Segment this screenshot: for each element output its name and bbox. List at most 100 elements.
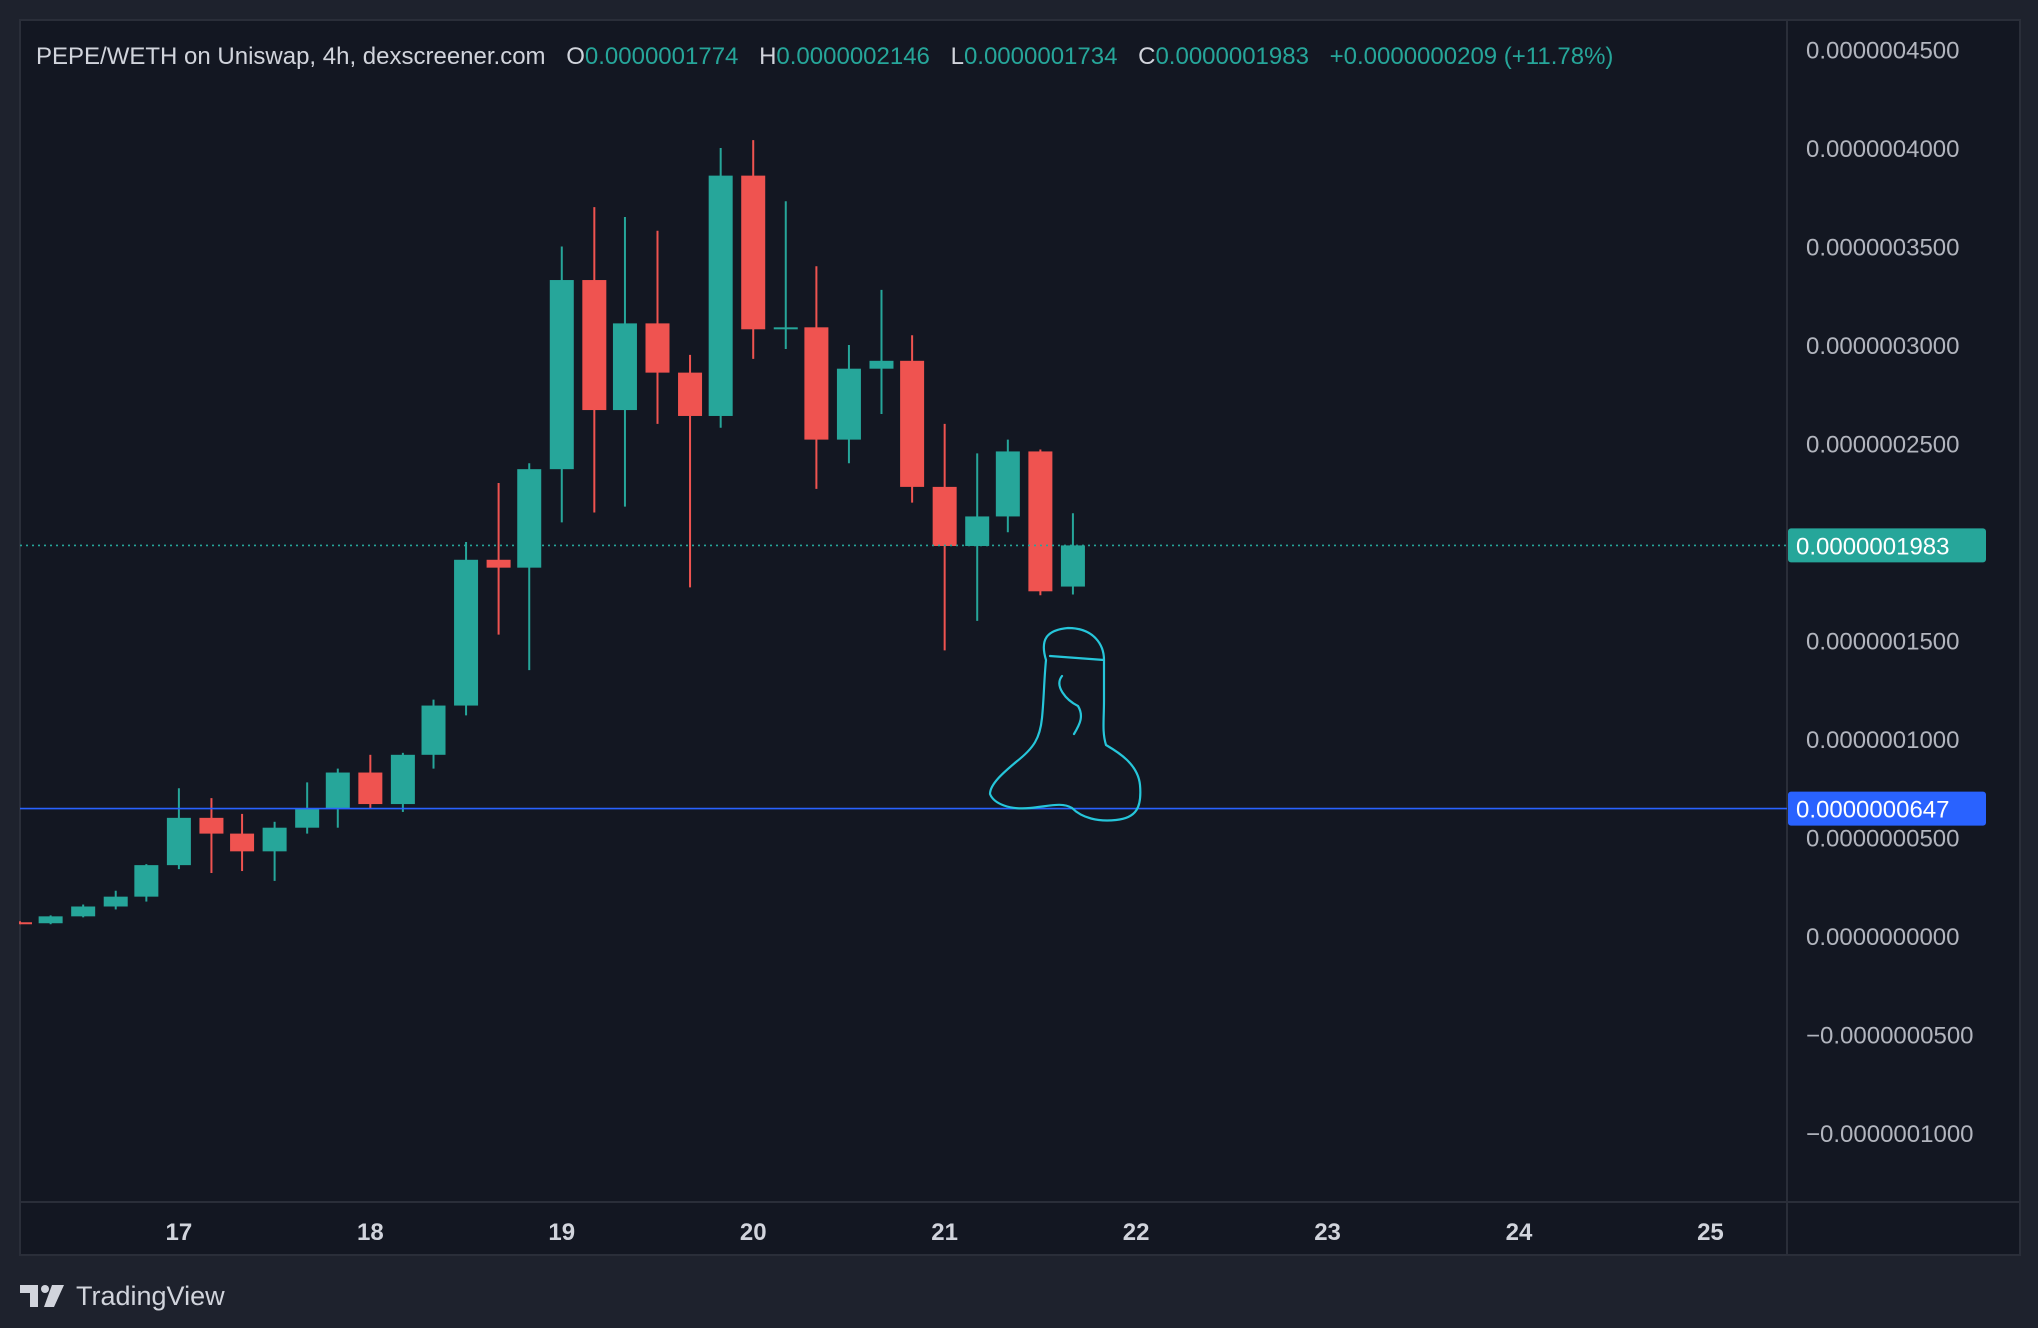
- candle-13[interactable]: [421, 699, 446, 769]
- candle-0[interactable]: [19, 921, 32, 925]
- candle-body-1: [38, 916, 63, 924]
- candle-body-11: [358, 772, 383, 805]
- legend-open-value: 0.0000001774: [585, 43, 739, 70]
- candle-body-22: [708, 175, 733, 416]
- candle-body-18: [582, 280, 607, 411]
- candle-29[interactable]: [932, 423, 957, 651]
- legend-high-key: H: [759, 43, 776, 70]
- candle-21[interactable]: [678, 354, 703, 588]
- candle-body-6: [199, 817, 224, 834]
- price-axis-tick: 0.0000003000: [1806, 333, 1960, 360]
- time-axis-tick: 25: [1697, 1219, 1724, 1246]
- candle-2[interactable]: [71, 904, 96, 918]
- price-lines-layer: [20, 544, 1787, 810]
- time-axis-tick: 19: [548, 1219, 575, 1246]
- candle-22[interactable]: [708, 148, 733, 428]
- legend-close-key: C: [1138, 43, 1155, 70]
- candle-33[interactable]: [1060, 513, 1085, 595]
- price-badges: 0.0000001983 0.0000000647: [1788, 528, 1986, 826]
- candle-body-2: [71, 906, 96, 917]
- candles-layer: [19, 140, 1085, 925]
- time-axis-tick: 18: [357, 1219, 384, 1246]
- candle-body-21: [678, 372, 703, 416]
- candle-body-8: [262, 827, 287, 852]
- price-axis[interactable]: 0.0000004500 0.0000004000 0.0000003500 0.00…: [1806, 38, 1974, 1149]
- time-axis[interactable]: 17 18 19 20 21 22 23 24 25: [166, 1219, 1724, 1246]
- price-badge-label-0: 0.0000001983: [1796, 533, 1950, 560]
- candle-body-9: [295, 808, 320, 828]
- candle-31[interactable]: [995, 439, 1020, 533]
- candle-16[interactable]: [517, 463, 542, 671]
- candle-14[interactable]: [454, 542, 479, 716]
- candle-28[interactable]: [900, 335, 925, 503]
- candle-body-32: [1028, 451, 1053, 592]
- candle-body-3: [103, 896, 128, 907]
- candle-32[interactable]: [1028, 449, 1053, 596]
- candle-6[interactable]: [199, 798, 224, 874]
- candle-body-31: [995, 451, 1020, 517]
- candle-1[interactable]: [38, 915, 63, 925]
- candle-body-27: [869, 360, 894, 369]
- candle-20[interactable]: [645, 230, 670, 424]
- candle-body-10: [325, 772, 350, 808]
- candle-15[interactable]: [486, 482, 511, 635]
- legend-low-value: 0.0000001734: [964, 43, 1118, 70]
- freehand-drawing[interactable]: [988, 626, 1142, 822]
- candle-body-33: [1060, 545, 1085, 587]
- price-axis-tick: 0.0000002500: [1806, 432, 1960, 459]
- candle-4[interactable]: [134, 864, 159, 902]
- legend-title: PEPE/WETH on Uniswap, 4h, dexscreener.co…: [36, 43, 546, 70]
- time-axis-tick: 24: [1506, 1219, 1533, 1246]
- candle-10[interactable]: [325, 768, 350, 828]
- candle-5[interactable]: [166, 788, 191, 870]
- candle-17[interactable]: [549, 246, 574, 523]
- candle-26[interactable]: [836, 345, 861, 464]
- candle-11[interactable]: [358, 754, 383, 808]
- legend-change: +0.0000000209 (+11.78%): [1330, 43, 1614, 70]
- candle-7[interactable]: [230, 813, 255, 872]
- candle-body-16: [517, 469, 542, 568]
- price-axis-tick: 0.0000001000: [1806, 727, 1960, 754]
- candle-25[interactable]: [804, 266, 829, 489]
- time-axis-tick: 21: [931, 1219, 958, 1246]
- tradingview-brand[interactable]: TradingView: [18, 1276, 225, 1316]
- price-axis-tick: 0.0000004000: [1806, 136, 1960, 163]
- candle-body-13: [421, 705, 446, 755]
- price-axis-tick: 0.0000003500: [1806, 235, 1960, 262]
- candle-body-15: [486, 559, 511, 568]
- candle-30[interactable]: [965, 453, 990, 621]
- candle-18[interactable]: [582, 207, 607, 513]
- candle-19[interactable]: [612, 217, 637, 507]
- candle-body-19: [612, 323, 637, 411]
- candle-body-5: [166, 817, 191, 866]
- price-axis-tick: 0.0000000000: [1806, 924, 1960, 951]
- brand-name: TradingView: [76, 1280, 225, 1311]
- candle-8[interactable]: [262, 821, 287, 881]
- price-axis-tick: 0.0000000500: [1806, 826, 1960, 853]
- candle-body-12: [390, 754, 415, 805]
- candle-23[interactable]: [741, 140, 766, 359]
- time-axis-tick: 22: [1123, 1219, 1150, 1246]
- legend-close-value: 0.0000001983: [1155, 43, 1309, 70]
- chart-pane-border: [19, 19, 2021, 1256]
- candle-3[interactable]: [103, 890, 128, 910]
- chart-legend: PEPE/WETH on Uniswap, 4h, dexscreener.co…: [36, 43, 1613, 70]
- candle-body-7: [230, 833, 255, 852]
- candle-27[interactable]: [869, 289, 894, 414]
- candle-body-4: [134, 865, 159, 897]
- chart-pane-background: [20, 20, 2020, 1255]
- candle-body-30: [965, 516, 990, 546]
- legend-open-key: O: [566, 43, 585, 70]
- price-axis-tick: 0.0000004500: [1806, 38, 1960, 65]
- price-badge-label-1: 0.0000000647: [1796, 797, 1950, 824]
- price-badge-1: [1788, 791, 1986, 826]
- candle-body-0: [20, 922, 32, 925]
- candle-24[interactable]: [773, 201, 798, 349]
- time-axis-tick: 17: [166, 1219, 193, 1246]
- candle-body-20: [645, 323, 670, 373]
- candle-body-28: [900, 360, 925, 487]
- legend-low-key: L: [951, 43, 964, 70]
- candle-12[interactable]: [390, 752, 415, 812]
